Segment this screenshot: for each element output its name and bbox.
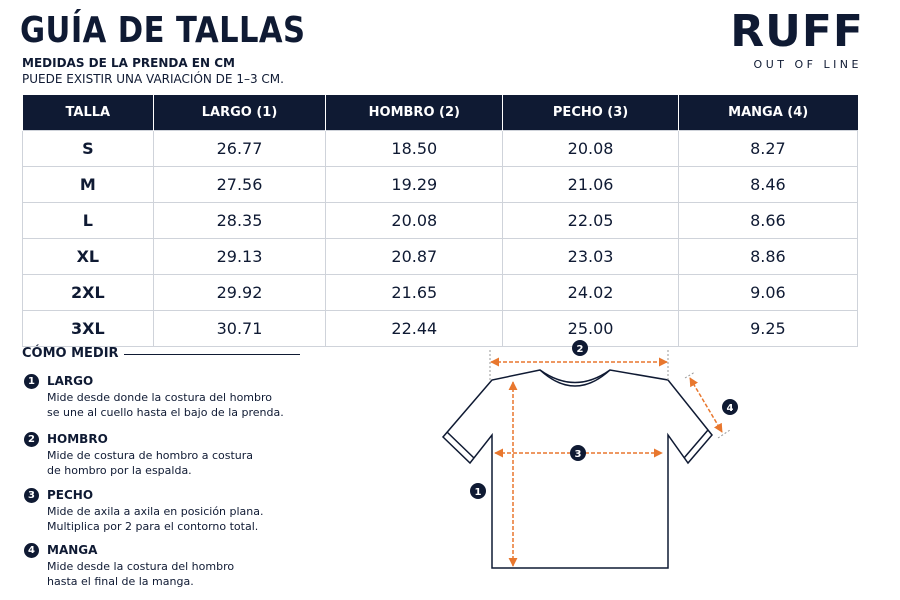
table-row: 2XL 29.92 21.65 24.02 9.06 (22, 274, 859, 311)
step-text: Mide desde la costura del hombro (47, 560, 235, 573)
table-cell: L (22, 202, 154, 239)
table-row: M 27.56 19.29 21.06 8.46 (22, 166, 859, 203)
table-row: 3XL 30.71 22.44 25.00 9.25 (22, 310, 859, 347)
step-text: de hombro por la espalda. (47, 464, 192, 477)
step-number: 4 (24, 543, 39, 558)
step-text: se une al cuello hasta el bajo de la pre… (47, 406, 284, 419)
column-header: TALLA (22, 95, 154, 131)
table-cell: 26.77 (152, 130, 327, 167)
marker-number: 2 (577, 344, 584, 355)
brand-tagline: OUT OF LINE (753, 58, 862, 71)
marker-circle (722, 399, 738, 415)
table-cell: 27.56 (152, 166, 327, 203)
table-cell: S (22, 130, 154, 167)
table-cell: 3XL (22, 310, 154, 347)
table-cell: XL (22, 238, 154, 275)
column-header: PECHO (3) (502, 95, 679, 131)
table-cell: 22.44 (325, 310, 504, 347)
column-header: MANGA (4) (677, 95, 858, 131)
column-header: HOMBRO (2) (325, 95, 503, 131)
step-title: LARGO (47, 374, 94, 388)
step-text: hasta el final de la manga. (47, 575, 194, 588)
column-header: LARGO (1) (152, 95, 326, 131)
marker-circle (470, 483, 486, 499)
table-cell: 19.29 (325, 166, 504, 203)
marker-number: 3 (575, 449, 582, 460)
header-row: TALLA LARGO (1) HOMBRO (2) PECHO (3) MANGA (… (22, 95, 858, 131)
section-title: CÓMO MEDIR (22, 346, 119, 361)
tshirt (441, 369, 713, 569)
step-title: MANGA (47, 543, 98, 557)
divider (124, 354, 300, 355)
step-text: Mide de costura de hombro a costura (47, 449, 254, 462)
marker-number: 1 (475, 487, 482, 498)
table-cell: M (22, 166, 154, 203)
marker-circle (572, 340, 588, 356)
marker-circle (570, 445, 586, 461)
table-cell: 24.02 (502, 274, 679, 311)
table-cell: 20.08 (502, 130, 679, 167)
title: GUÍA DE TALLAS (20, 10, 306, 51)
table-row: L 28.35 20.08 22.05 8.66 (22, 202, 859, 239)
step-number: 2 (24, 432, 39, 447)
table-cell: 18.50 (325, 130, 504, 167)
arrows (490, 357, 723, 567)
table-cell: 8.66 (677, 202, 859, 239)
guides (489, 350, 731, 439)
step-title: PECHO (47, 488, 94, 502)
step-text: Multiplica por 2 para el contorno total. (47, 520, 259, 533)
step-text: Mide de axila a axila en posición plana. (47, 505, 264, 518)
subtitle: PUEDE EXISTIR UNA VARIACIÓN DE 1–3 CM. (22, 72, 284, 86)
table-row: XL 29.13 20.87 23.03 8.86 (22, 238, 859, 275)
step-number: 1 (24, 374, 39, 389)
table-cell: 22.05 (502, 202, 679, 239)
subtitle: MEDIDAS DE LA PRENDA EN CM (22, 56, 235, 70)
size-table: TALLA LARGO (1) HOMBRO (2) PECHO (3) MANGA (… (22, 95, 859, 347)
table-cell: 9.06 (677, 274, 859, 311)
table-cell: 21.65 (325, 274, 504, 311)
table-cell: 23.03 (502, 238, 679, 275)
step-number: 3 (24, 488, 39, 503)
table-cell: 21.06 (502, 166, 679, 203)
marker-number: 4 (727, 403, 734, 414)
brand-logo: RUFF (730, 6, 864, 57)
step-text: Mide desde donde la costura del hombro (47, 391, 273, 404)
table-cell: 28.35 (152, 202, 327, 239)
table-cell: 20.87 (325, 238, 504, 275)
step-title: HOMBRO (47, 432, 108, 446)
table-cell: 9.25 (677, 310, 859, 347)
